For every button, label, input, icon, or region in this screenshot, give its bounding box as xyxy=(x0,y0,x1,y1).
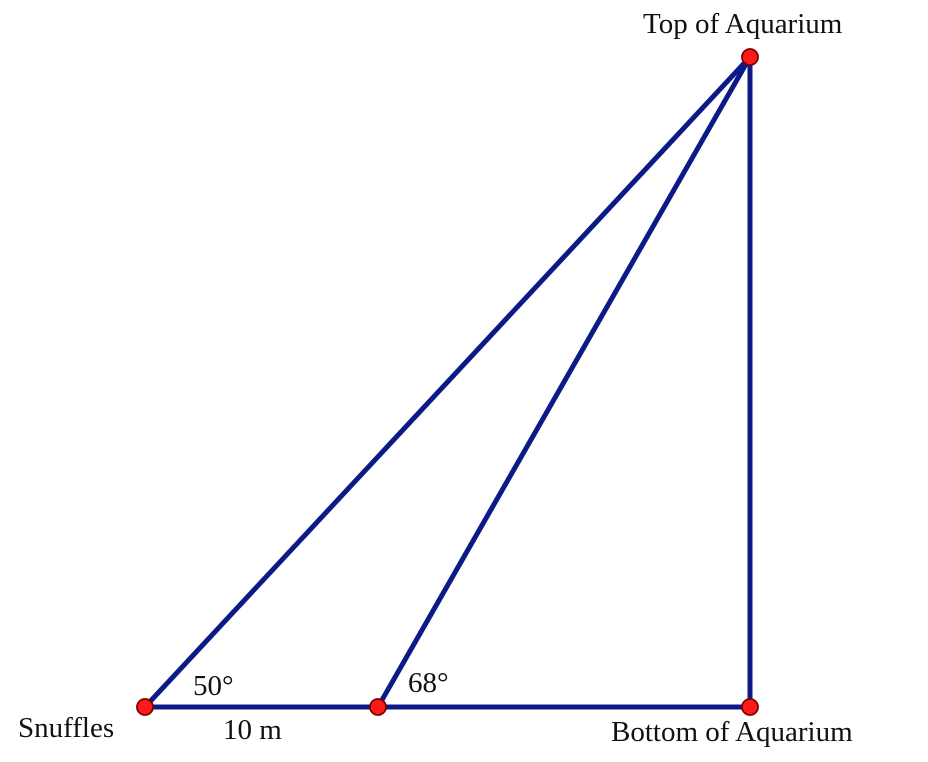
point-top-of-aquarium xyxy=(741,48,759,66)
label-snuffles: Snuffles xyxy=(18,712,114,744)
segment-middle-to-top xyxy=(375,54,753,710)
label-top-of-aquarium: Top of Aquarium xyxy=(643,8,843,40)
point-snuffles xyxy=(136,698,154,716)
point-bottom-of-aquarium xyxy=(741,698,759,716)
label-base-distance: 10 m xyxy=(223,714,282,746)
point-middle xyxy=(369,698,387,716)
label-bottom-of-aquarium: Bottom of Aquarium xyxy=(611,716,853,748)
label-angle-middle: 68° xyxy=(408,667,449,699)
segment-snuffles-to-top xyxy=(142,54,753,710)
label-angle-snuffles: 50° xyxy=(193,670,234,702)
